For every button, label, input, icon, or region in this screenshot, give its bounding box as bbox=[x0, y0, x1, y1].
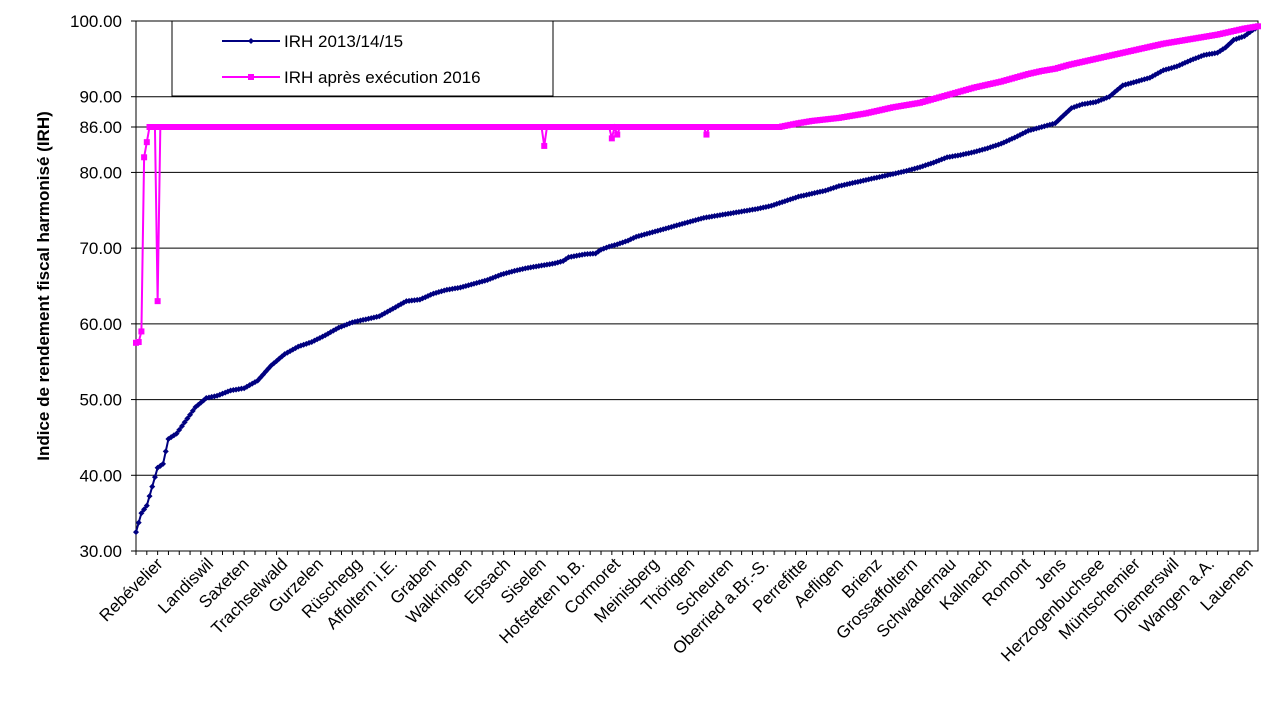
legend-label: IRH 2013/14/15 bbox=[284, 32, 403, 51]
data-point bbox=[178, 423, 185, 430]
data-point bbox=[141, 506, 148, 513]
legend-label: IRH après exécution 2016 bbox=[284, 68, 481, 87]
y-tick-label: 80.00 bbox=[79, 163, 122, 182]
data-point bbox=[162, 448, 169, 455]
data-point bbox=[1255, 23, 1261, 30]
data-point bbox=[160, 460, 167, 467]
data-point bbox=[251, 379, 258, 386]
plot-area bbox=[135, 20, 1259, 552]
data-point bbox=[184, 415, 191, 422]
data-point bbox=[146, 493, 153, 500]
legend-marker bbox=[248, 74, 254, 80]
gridlines bbox=[136, 96, 1258, 476]
data-point bbox=[611, 124, 618, 130]
data-point bbox=[614, 131, 621, 138]
data-point bbox=[538, 124, 545, 130]
data-point bbox=[508, 268, 515, 275]
series-group bbox=[133, 23, 1261, 536]
data-point bbox=[176, 426, 183, 433]
series-2 bbox=[133, 23, 1261, 346]
x-tick-label: Rebévelier bbox=[96, 554, 167, 625]
data-point bbox=[703, 131, 710, 138]
data-point bbox=[138, 328, 145, 335]
data-point bbox=[133, 529, 139, 536]
data-point bbox=[149, 483, 156, 490]
legend-box bbox=[171, 20, 554, 97]
data-point bbox=[143, 502, 150, 509]
data-point bbox=[187, 411, 194, 418]
data-point bbox=[541, 142, 548, 149]
y-tick-label: 30.00 bbox=[79, 542, 122, 561]
y-axis-ticks: 30.00 40.00 50.00 60.00 70.00 80.00 86.00 90.00… bbox=[70, 12, 136, 561]
data-point bbox=[151, 124, 158, 130]
data-point bbox=[151, 474, 158, 481]
x-axis-ticks: RebévelierLandiswilSaxetenTrachselwaldGu… bbox=[96, 551, 1257, 665]
series-1 bbox=[133, 24, 1261, 536]
legend: IRH 2013/14/15 IRH après exécution 2016 bbox=[171, 20, 554, 97]
y-tick-label: 40.00 bbox=[79, 466, 122, 485]
legend-entries: IRH 2013/14/15 IRH après exécution 2016 bbox=[222, 32, 481, 87]
data-point bbox=[154, 298, 161, 305]
data-point bbox=[135, 339, 142, 346]
legend-marker bbox=[248, 38, 254, 44]
data-point bbox=[700, 124, 707, 130]
y-axis-title: Indice de rendement fiscal harmonisé (IR… bbox=[34, 111, 53, 461]
y-tick-label: 70.00 bbox=[79, 239, 122, 258]
data-point bbox=[141, 154, 148, 161]
data-point bbox=[138, 510, 145, 517]
data-point bbox=[1027, 127, 1034, 134]
y-tick-label: 90.00 bbox=[79, 88, 122, 107]
y-tick-label: 60.00 bbox=[79, 315, 122, 334]
data-point bbox=[135, 519, 142, 526]
y-tick-label: 86.00 bbox=[79, 118, 122, 137]
data-point bbox=[181, 419, 188, 426]
legend-entry: IRH après exécution 2016 bbox=[222, 68, 481, 87]
data-point bbox=[173, 430, 180, 437]
data-point bbox=[189, 407, 196, 414]
data-point bbox=[606, 124, 613, 130]
y-tick-label: 50.00 bbox=[79, 391, 122, 410]
data-point bbox=[506, 269, 513, 276]
data-point bbox=[608, 135, 615, 142]
legend-entry: IRH 2013/14/15 bbox=[222, 32, 403, 51]
y-tick-label: 100.00 bbox=[70, 12, 122, 31]
data-point bbox=[143, 139, 150, 146]
data-point bbox=[1246, 29, 1253, 36]
